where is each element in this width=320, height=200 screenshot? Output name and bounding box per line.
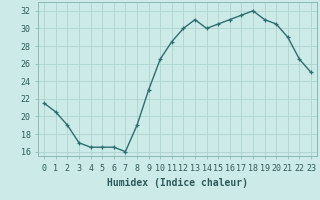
X-axis label: Humidex (Indice chaleur): Humidex (Indice chaleur) — [107, 178, 248, 188]
